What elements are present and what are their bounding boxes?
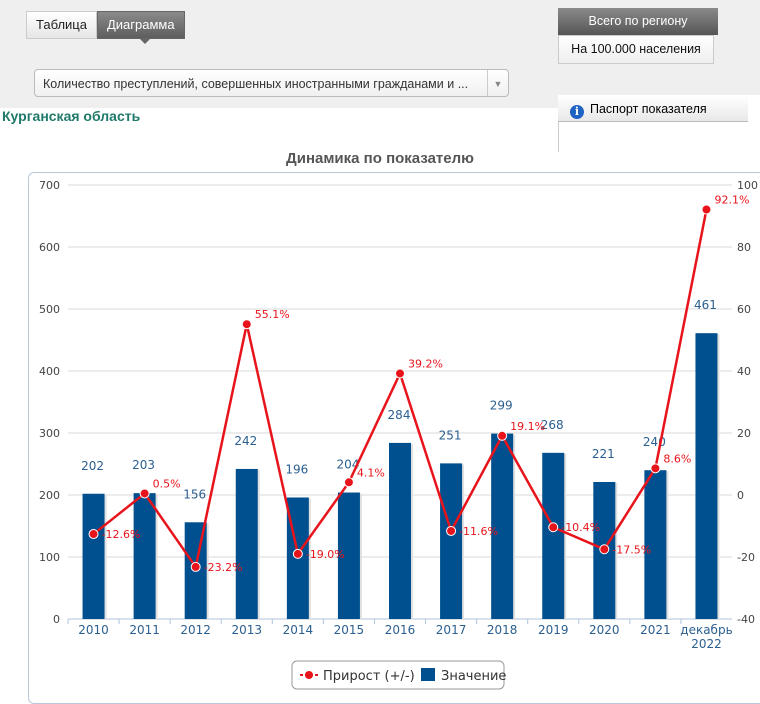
chart-title: Динамика по показателю — [286, 150, 474, 167]
growth-point — [139, 488, 150, 499]
bar-label: 221 — [592, 447, 615, 461]
bar-label: 196 — [285, 462, 308, 476]
growth-label: 92.1% — [714, 193, 749, 206]
x-axis-label: 2022 — [691, 637, 722, 651]
growth-label: 19.1% — [510, 420, 545, 433]
bar-label: 203 — [132, 458, 155, 472]
growth-label: 0.5% — [153, 477, 181, 490]
growth-label: -23.2% — [204, 561, 243, 574]
growth-point — [190, 561, 201, 572]
bar — [337, 492, 360, 619]
left-axis-tick: 100 — [39, 551, 60, 564]
growth-point — [497, 430, 508, 441]
x-axis-label: 2015 — [334, 623, 365, 637]
right-axis-tick: -20 — [737, 551, 755, 564]
x-axis-label: 2011 — [129, 623, 160, 637]
tab-chart[interactable]: Диаграмма — [96, 11, 185, 44]
bar — [644, 470, 667, 619]
bar-label: 284 — [388, 408, 411, 422]
growth-point — [241, 319, 252, 330]
x-axis-label: 2021 — [640, 623, 671, 637]
x-axis-label: 2020 — [589, 623, 620, 637]
growth-point — [88, 529, 99, 540]
x-axis-label: 2016 — [385, 623, 416, 637]
bar-label: 299 — [490, 399, 513, 413]
growth-point — [548, 522, 559, 533]
bar — [82, 493, 105, 619]
growth-point — [395, 368, 405, 379]
bar-label: 204 — [336, 458, 359, 472]
bar — [440, 463, 463, 619]
passport-label: Паспорт показателя — [590, 102, 707, 116]
left-axis-tick: 500 — [39, 303, 60, 316]
bar-label: 251 — [439, 428, 462, 442]
left-axis-tick: 600 — [39, 241, 60, 254]
right-axis-tick: 20 — [737, 427, 751, 440]
growth-label: -10.4% — [561, 521, 600, 534]
bar — [542, 452, 565, 619]
x-axis-label: 2014 — [283, 623, 314, 637]
growth-point — [446, 525, 457, 536]
bar-label: 156 — [183, 487, 206, 501]
left-axis-tick: 300 — [39, 427, 60, 440]
legend-bar-icon — [421, 668, 435, 681]
x-axis-label: 2017 — [436, 623, 467, 637]
divider — [558, 122, 559, 152]
bar-label: 461 — [694, 298, 717, 312]
right-axis-tick: 100 — [737, 179, 758, 192]
legend-line-marker — [305, 671, 313, 679]
left-axis-tick: 200 — [39, 489, 60, 502]
right-axis-tick: 40 — [737, 365, 751, 378]
growth-label: -19.0% — [306, 548, 345, 561]
growth-point — [292, 548, 303, 559]
bar-label: 242 — [234, 434, 257, 448]
left-axis-tick: 700 — [39, 179, 60, 192]
right-axis-tick: -40 — [737, 613, 755, 626]
indicator-select[interactable]: Количество преступлений, совершенных ино… — [34, 69, 509, 97]
growth-label: -11.6% — [459, 525, 498, 538]
x-axis-label: 2019 — [538, 623, 569, 637]
growth-label: 55.1% — [255, 308, 290, 321]
left-axis-tick: 0 — [53, 613, 60, 626]
right-axis-tick: 60 — [737, 303, 751, 316]
x-axis-label: 2010 — [78, 623, 109, 637]
bar — [695, 333, 718, 619]
tab-table[interactable]: Таблица — [26, 11, 97, 39]
chevron-down-icon[interactable]: ▼ — [487, 70, 508, 96]
bar-label: 268 — [541, 418, 564, 432]
indicator-select-value: Количество преступлений, совершенных ино… — [43, 77, 469, 91]
per-100k-button[interactable]: На 100.000 населения — [558, 35, 714, 64]
bar-label: 202 — [81, 459, 104, 473]
growth-label: 4.1% — [357, 466, 385, 479]
right-axis-tick: 80 — [737, 241, 751, 254]
growth-point — [599, 544, 610, 555]
total-region-button[interactable]: Всего по региону — [558, 8, 718, 35]
x-axis-label: 2013 — [231, 623, 262, 637]
x-axis-label: 2012 — [180, 623, 211, 637]
info-icon: i — [570, 105, 584, 119]
left-axis-tick: 400 — [39, 365, 60, 378]
right-axis-tick: 0 — [737, 489, 744, 502]
growth-point — [343, 477, 354, 488]
growth-label: -17.5% — [612, 543, 651, 556]
legend-box — [291, 660, 505, 690]
indicator-passport-button[interactable]: i Паспорт показателя — [558, 96, 748, 122]
bar — [389, 442, 411, 619]
legend-value: Значение — [441, 669, 506, 684]
growth-label: 39.2% — [408, 357, 443, 370]
legend-growth: Прирост (+/-) — [323, 669, 415, 684]
bar — [491, 433, 514, 619]
growth-point — [701, 204, 712, 215]
growth-label: 8.6% — [663, 452, 691, 465]
x-axis-label: декабрь — [680, 623, 732, 637]
region-name: Курганская область — [2, 108, 141, 124]
bar — [133, 493, 156, 619]
x-axis-label: 2018 — [487, 623, 518, 637]
growth-label: -12.6% — [102, 528, 141, 541]
growth-point — [650, 463, 661, 474]
view-tabs: Таблица Диаграмма — [26, 11, 185, 44]
bar — [235, 468, 258, 619]
